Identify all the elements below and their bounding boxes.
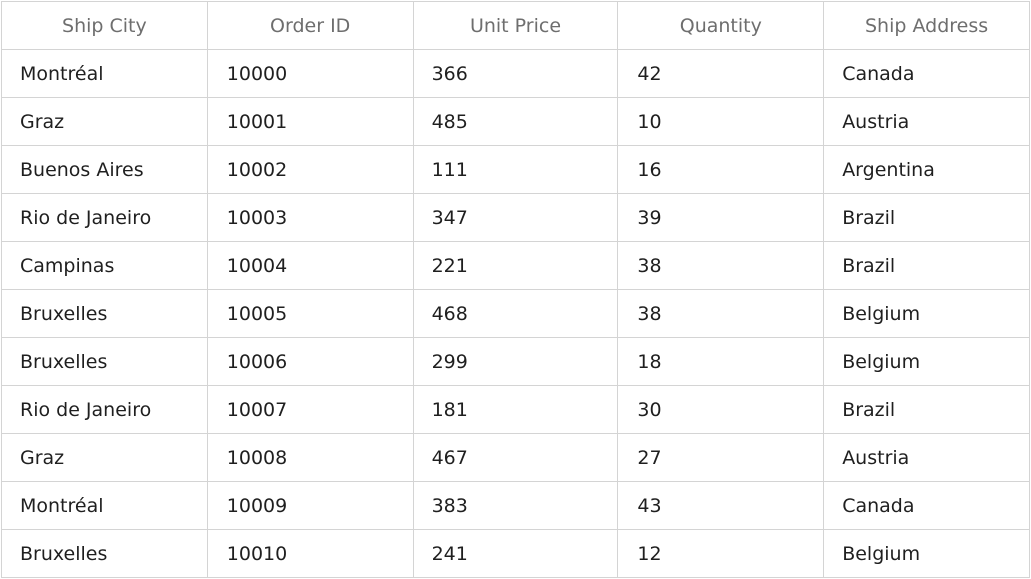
cell-ship-address[interactable]: Brazil xyxy=(824,242,1030,289)
cell-ship-address[interactable]: Canada xyxy=(824,482,1030,529)
cell-order-id[interactable]: 10007 xyxy=(208,386,414,433)
table-row[interactable]: Rio de Janeiro 10003 347 39 Brazil xyxy=(2,194,1030,242)
cell-quantity[interactable]: 16 xyxy=(618,146,825,193)
table-row[interactable]: Bruxelles 10010 241 12 Belgium xyxy=(2,530,1030,578)
table-row[interactable]: Montréal 10009 383 43 Canada xyxy=(2,482,1030,530)
cell-quantity[interactable]: 43 xyxy=(618,482,825,529)
column-header-order-id[interactable]: Order ID xyxy=(208,2,414,49)
cell-order-id[interactable]: 10009 xyxy=(208,482,414,529)
cell-ship-city[interactable]: Montréal xyxy=(2,482,208,529)
cell-order-id[interactable]: 10002 xyxy=(208,146,414,193)
table-row[interactable]: Rio de Janeiro 10007 181 30 Brazil xyxy=(2,386,1030,434)
cell-unit-price[interactable]: 221 xyxy=(414,242,619,289)
cell-order-id[interactable]: 10006 xyxy=(208,338,414,385)
cell-ship-city[interactable]: Rio de Janeiro xyxy=(2,194,208,241)
cell-order-id[interactable]: 10003 xyxy=(208,194,414,241)
cell-quantity[interactable]: 10 xyxy=(618,98,825,145)
cell-ship-city[interactable]: Bruxelles xyxy=(2,338,208,385)
cell-ship-address[interactable]: Canada xyxy=(824,50,1030,97)
cell-ship-city[interactable]: Campinas xyxy=(2,242,208,289)
column-header-unit-price[interactable]: Unit Price xyxy=(414,2,619,49)
cell-unit-price[interactable]: 383 xyxy=(414,482,619,529)
cell-ship-address[interactable]: Belgium xyxy=(824,338,1030,385)
cell-quantity[interactable]: 27 xyxy=(618,434,825,481)
table-row[interactable]: Bruxelles 10005 468 38 Belgium xyxy=(2,290,1030,338)
cell-order-id[interactable]: 10010 xyxy=(208,530,414,577)
cell-unit-price[interactable]: 468 xyxy=(414,290,619,337)
cell-quantity[interactable]: 38 xyxy=(618,290,825,337)
cell-quantity[interactable]: 42 xyxy=(618,50,825,97)
cell-order-id[interactable]: 10008 xyxy=(208,434,414,481)
table-row[interactable]: Graz 10001 485 10 Austria xyxy=(2,98,1030,146)
cell-quantity[interactable]: 12 xyxy=(618,530,825,577)
cell-ship-city[interactable]: Montréal xyxy=(2,50,208,97)
cell-ship-city[interactable]: Buenos Aires xyxy=(2,146,208,193)
cell-quantity[interactable]: 39 xyxy=(618,194,825,241)
table-row[interactable]: Montréal 10000 366 42 Canada xyxy=(2,50,1030,98)
cell-quantity[interactable]: 18 xyxy=(618,338,825,385)
column-header-ship-address[interactable]: Ship Address xyxy=(824,2,1030,49)
cell-ship-city[interactable]: Rio de Janeiro xyxy=(2,386,208,433)
table-row[interactable]: Bruxelles 10006 299 18 Belgium xyxy=(2,338,1030,386)
cell-ship-address[interactable]: Austria xyxy=(824,98,1030,145)
cell-ship-address[interactable]: Austria xyxy=(824,434,1030,481)
cell-ship-city[interactable]: Bruxelles xyxy=(2,290,208,337)
column-header-quantity[interactable]: Quantity xyxy=(618,2,825,49)
cell-unit-price[interactable]: 299 xyxy=(414,338,619,385)
table-row[interactable]: Buenos Aires 10002 111 16 Argentina xyxy=(2,146,1030,194)
table-row[interactable]: Campinas 10004 221 38 Brazil xyxy=(2,242,1030,290)
cell-order-id[interactable]: 10005 xyxy=(208,290,414,337)
grid-body: Montréal 10000 366 42 Canada Graz 10001 485 10 Au… xyxy=(2,50,1030,578)
cell-ship-address[interactable]: Belgium xyxy=(824,530,1030,577)
cell-ship-city[interactable]: Graz xyxy=(2,98,208,145)
cell-unit-price[interactable]: 181 xyxy=(414,386,619,433)
cell-unit-price[interactable]: 366 xyxy=(414,50,619,97)
cell-unit-price[interactable]: 111 xyxy=(414,146,619,193)
cell-quantity[interactable]: 38 xyxy=(618,242,825,289)
grid-header-row: Ship City Order ID Unit Price Quantity S… xyxy=(2,2,1030,50)
cell-unit-price[interactable]: 241 xyxy=(414,530,619,577)
cell-unit-price[interactable]: 485 xyxy=(414,98,619,145)
cell-order-id[interactable]: 10001 xyxy=(208,98,414,145)
cell-ship-address[interactable]: Argentina xyxy=(824,146,1030,193)
cell-unit-price[interactable]: 467 xyxy=(414,434,619,481)
cell-quantity[interactable]: 30 xyxy=(618,386,825,433)
cell-ship-city[interactable]: Graz xyxy=(2,434,208,481)
cell-order-id[interactable]: 10004 xyxy=(208,242,414,289)
cell-ship-address[interactable]: Brazil xyxy=(824,194,1030,241)
cell-ship-address[interactable]: Belgium xyxy=(824,290,1030,337)
cell-unit-price[interactable]: 347 xyxy=(414,194,619,241)
cell-ship-city[interactable]: Bruxelles xyxy=(2,530,208,577)
column-header-ship-city[interactable]: Ship City xyxy=(2,2,208,49)
cell-order-id[interactable]: 10000 xyxy=(208,50,414,97)
table-row[interactable]: Graz 10008 467 27 Austria xyxy=(2,434,1030,482)
cell-ship-address[interactable]: Brazil xyxy=(824,386,1030,433)
